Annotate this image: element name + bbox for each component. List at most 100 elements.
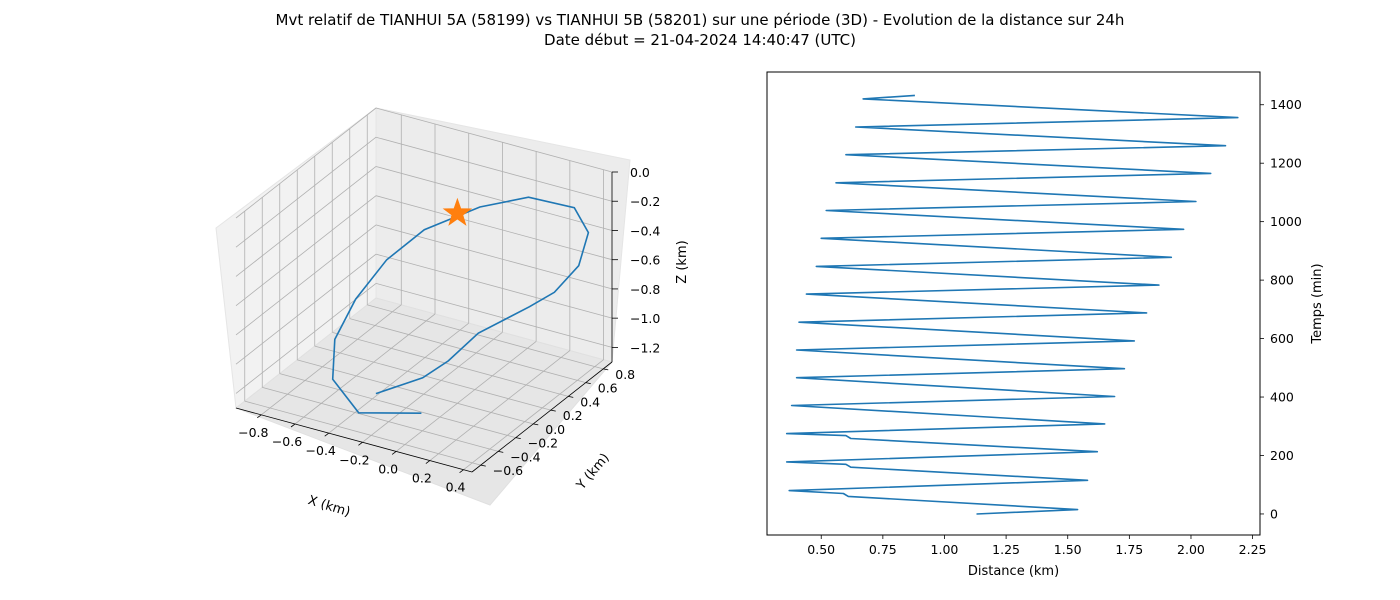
- x-tick-mark: [391, 451, 397, 455]
- y-tick-label: 1400: [1270, 97, 1302, 112]
- x-tick-mark: [257, 414, 262, 419]
- y-tick-label: 0: [1270, 506, 1278, 521]
- z-tick-label: −1.0: [630, 311, 660, 326]
- x-grid-floor: [429, 350, 571, 461]
- title-line-1: Mvt relatif de TIANHUI 5A (58199) vs TIA…: [275, 11, 1125, 29]
- y-grid-floor: [349, 318, 586, 384]
- z-grid-left: [235, 283, 377, 394]
- plot-area-frame: [766, 71, 1261, 536]
- z-tick-label: −0.6: [630, 253, 660, 268]
- y-tick-mark: [603, 368, 609, 371]
- distance-series-line: [785, 94, 1239, 515]
- y-tick-mark: [568, 395, 574, 398]
- x-grid-floor: [261, 304, 402, 416]
- y-grid-floor: [297, 359, 534, 425]
- z-grid-left: [235, 253, 377, 365]
- x-tick-label: 0.50: [807, 542, 835, 557]
- y-tick-label: −0.6: [493, 463, 523, 478]
- x-tick-mark: [425, 460, 431, 464]
- y-tick-label: 400: [1270, 390, 1294, 405]
- y-grid-floor: [262, 386, 499, 452]
- x-tick-label: 0.0: [378, 461, 398, 476]
- x-tick-label: 1.75: [1115, 542, 1143, 557]
- z-tick-label: −0.4: [630, 223, 660, 238]
- x-grid-floor: [294, 313, 436, 425]
- x-axis-line: [235, 407, 473, 473]
- x-tick-label: 1.00: [931, 542, 959, 557]
- title-line-2: Date début = 21-04-2024 14:40:47 (UTC): [544, 31, 856, 49]
- y-tick-label: 0.0: [545, 422, 565, 437]
- y-tick-label: 600: [1270, 331, 1294, 346]
- z-grid-left: [235, 136, 377, 248]
- trajectory-3d: [331, 196, 590, 414]
- x-tick-label: 0.2: [412, 471, 432, 486]
- y-tick-label: 0.4: [580, 394, 600, 409]
- x-tick-label: 1.25: [992, 542, 1020, 557]
- x-tick-label: 2.25: [1239, 542, 1267, 557]
- z-grid-back: [375, 282, 613, 348]
- y-grid-floor: [314, 345, 551, 411]
- y-tick-label: 1200: [1270, 156, 1302, 171]
- x-grid-floor: [395, 341, 537, 452]
- x-tick-label: −0.6: [272, 434, 302, 449]
- x-tick-label: 0.75: [869, 542, 897, 557]
- z-axis-label: Z (km): [675, 240, 690, 283]
- x-tick-label: −0.2: [339, 452, 369, 467]
- y-tick-label: 1000: [1270, 214, 1302, 229]
- y-grid-floor: [244, 400, 481, 466]
- y-tick-mark: [533, 423, 539, 426]
- z-grid-back: [375, 107, 613, 173]
- x-grid-floor: [362, 331, 503, 443]
- x-tick-mark: [459, 469, 464, 474]
- y-tick-label: 0.2: [563, 408, 583, 423]
- grid-3d: [235, 107, 613, 471]
- z-tick-label: 0.0: [630, 165, 650, 180]
- x-axis-label: X (km): [306, 493, 352, 520]
- y-axis-label: Y (km): [573, 451, 612, 494]
- z-grid-back: [375, 224, 613, 290]
- x-grid-floor: [328, 322, 469, 434]
- x-tick-label: 0.4: [446, 480, 466, 495]
- z-grid-left: [235, 224, 377, 336]
- z-grid-left: [235, 107, 377, 219]
- y-tick-label: −0.4: [510, 449, 540, 464]
- origin-star-marker: [442, 197, 473, 226]
- y-tick-label: 200: [1270, 448, 1294, 463]
- y-grid-floor: [279, 373, 516, 439]
- y-axis-label: Temps (min): [1310, 263, 1325, 344]
- y-tick-label: 0.8: [615, 367, 635, 382]
- y-tick-mark: [550, 409, 556, 412]
- x-tick-label: 1.50: [1054, 542, 1082, 557]
- y-axis-line: [471, 361, 613, 473]
- trajectory-3d-line: [331, 196, 590, 414]
- x-tick-mark: [324, 432, 329, 437]
- x-tick-mark: [358, 441, 363, 446]
- x-grid-floor: [463, 359, 604, 471]
- figure-title: Mvt relatif de TIANHUI 5A (58199) vs TIA…: [0, 10, 1400, 50]
- z-grid-back: [375, 166, 613, 231]
- z-grid-back: [375, 136, 613, 202]
- z-grid-back: [375, 195, 613, 261]
- z-tick-label: −0.8: [630, 282, 660, 297]
- y-grid-floor: [332, 331, 569, 397]
- z-tick-label: −0.2: [630, 194, 660, 209]
- x-tick-label: 2.00: [1177, 542, 1205, 557]
- z-grid-left: [235, 166, 377, 277]
- y-tick-label: −0.2: [528, 436, 558, 451]
- y-tick-mark: [515, 437, 521, 440]
- y-tick-mark: [480, 464, 486, 467]
- z-tick-label: −1.2: [630, 340, 660, 355]
- distance-time-plot: 0.50 0.75 1.00 1.25 1.50 1.75 2.00 2.25 0 200 400 6…: [766, 71, 1325, 579]
- x-tick-label: −0.4: [306, 443, 336, 458]
- x-axis-label: Distance (km): [968, 564, 1059, 579]
- trajectory-3d-plot: −0.8−0.6−0.4−0.20.00.20.4−0.6−0.4−0.20.0…: [215, 107, 690, 520]
- y-grid-floor: [367, 304, 604, 370]
- x-tick-mark: [290, 423, 296, 428]
- y-tick-label: 0.6: [598, 381, 618, 396]
- z-grid-left: [235, 195, 377, 307]
- x-tick-label: −0.8: [238, 425, 268, 440]
- y-tick-mark: [585, 382, 591, 385]
- y-tick-label: 800: [1270, 273, 1294, 288]
- y-tick-mark: [498, 450, 504, 453]
